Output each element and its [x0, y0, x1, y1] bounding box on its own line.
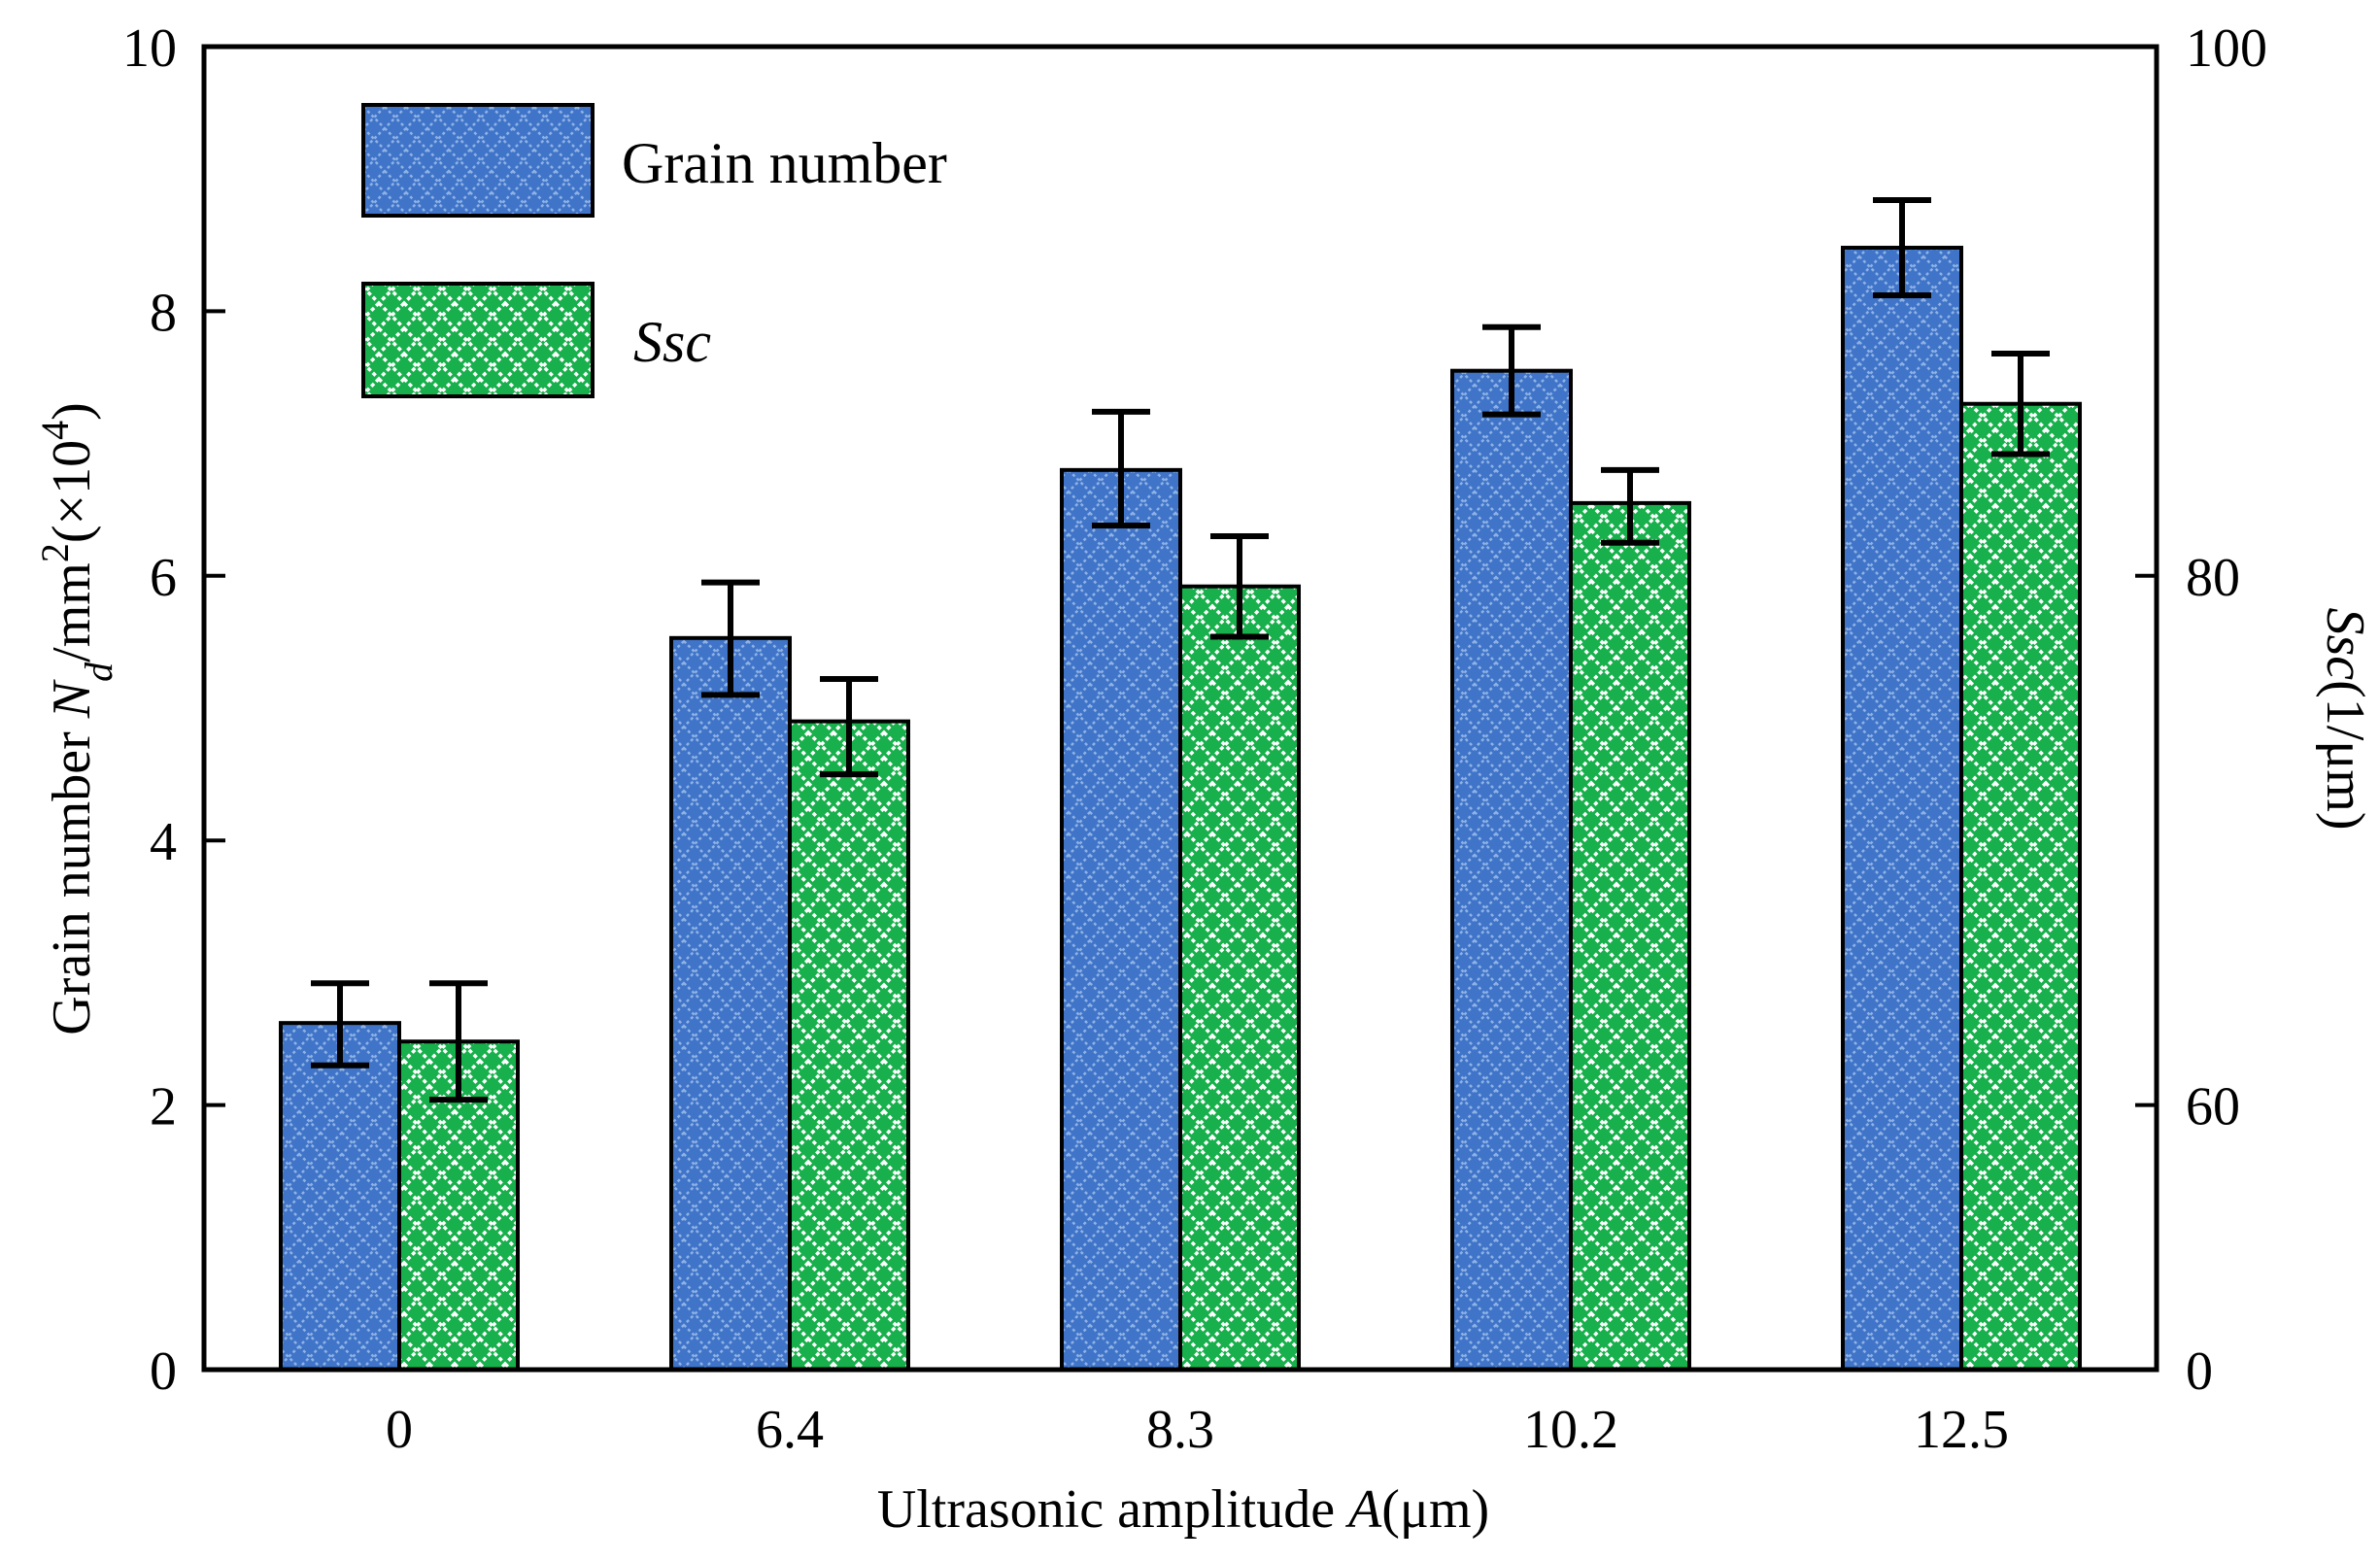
- legend-swatch-grain-number: [361, 103, 595, 218]
- legend-label-grain-number: Grain number: [622, 131, 947, 195]
- plot-frame: [201, 44, 2159, 1373]
- legend: Grain number Ssc: [361, 103, 947, 398]
- bar-ssc: [788, 719, 910, 1372]
- bar-grain-number: [1060, 467, 1182, 1372]
- y-tick-label-left: 0: [150, 1341, 177, 1402]
- error-bar: [820, 676, 878, 778]
- error-bars-layer: [311, 196, 2050, 1103]
- error-bar: [311, 980, 369, 1069]
- x-tick-label: 0: [386, 1400, 413, 1460]
- bar-grain-number: [1450, 368, 1573, 1373]
- error-bar: [1873, 196, 1931, 299]
- y-tick-label-right: 60: [2186, 1077, 2240, 1137]
- legend-swatch-ssc: [361, 282, 595, 398]
- error-bar: [1991, 350, 2050, 458]
- x-tick-label: 10.2: [1523, 1400, 1618, 1460]
- bar-grain-number: [669, 635, 792, 1372]
- bar-ssc: [1569, 500, 1691, 1372]
- x-tick-label: 12.5: [1914, 1400, 2009, 1460]
- y-tick-label-left: 4: [150, 812, 177, 872]
- bar-grain-number: [1841, 246, 1963, 1372]
- y-tick-label-left: 6: [150, 548, 177, 608]
- bar-ssc: [1178, 584, 1301, 1372]
- bar-ssc: [1959, 401, 2082, 1372]
- bars-layer: [279, 246, 2082, 1373]
- y-tick-label-right: 80: [2186, 548, 2240, 608]
- x-tick-label: 6.4: [756, 1400, 824, 1460]
- y-tick-label-left: 2: [150, 1077, 177, 1137]
- y-tick-label-right: 100: [2186, 18, 2267, 79]
- y-axis-title-left: Grain number Nd/mm2(×104): [33, 402, 120, 1035]
- error-bar: [1210, 532, 1269, 640]
- error-bar: [429, 980, 488, 1103]
- x-axis-title: Ultrasonic amplitude A(μm): [877, 1479, 1489, 1540]
- y-axis-title-right: Ssc(1/μm): [2315, 607, 2375, 830]
- y-tick-label-left: 8: [150, 283, 177, 343]
- y-tick-label-right: 0: [2186, 1341, 2213, 1402]
- error-bar: [1092, 408, 1150, 529]
- y-tick-label-left: 10: [122, 18, 177, 79]
- error-bar: [1482, 323, 1541, 418]
- error-bar: [1601, 466, 1659, 546]
- x-tick-label: 8.3: [1146, 1400, 1214, 1460]
- bar-grain-number: [279, 1021, 401, 1372]
- legend-label-ssc: Ssc: [633, 310, 711, 374]
- error-bar: [701, 579, 760, 698]
